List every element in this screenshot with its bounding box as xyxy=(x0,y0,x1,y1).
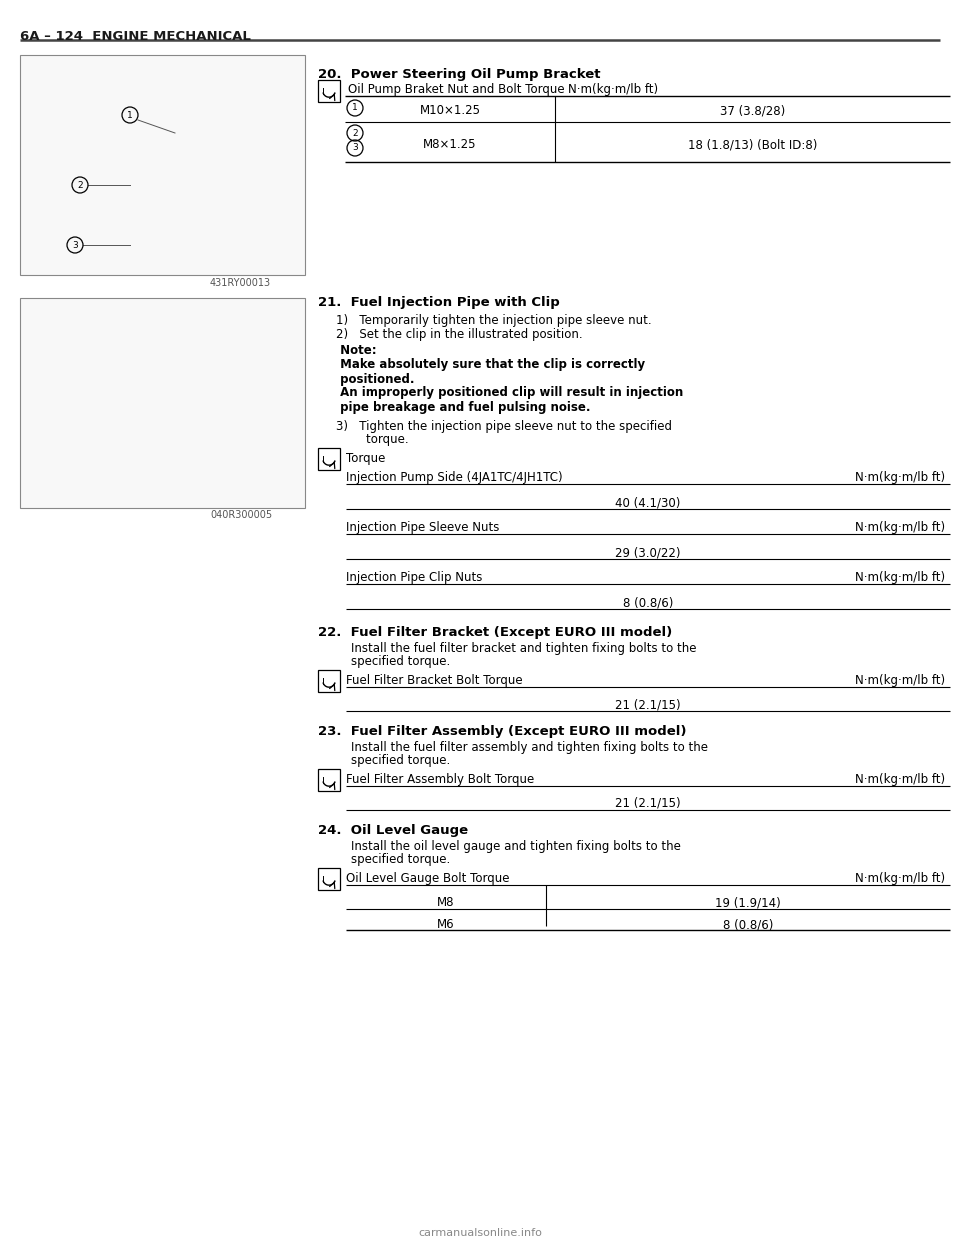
Text: 2: 2 xyxy=(352,128,358,138)
Text: 22.  Fuel Filter Bracket (Except EURO III model): 22. Fuel Filter Bracket (Except EURO III… xyxy=(318,626,672,638)
Text: 37 (3.8/28): 37 (3.8/28) xyxy=(720,104,785,117)
Text: Injection Pipe Clip Nuts: Injection Pipe Clip Nuts xyxy=(346,571,482,584)
Bar xyxy=(318,769,340,791)
Bar xyxy=(318,79,340,102)
Text: torque.: torque. xyxy=(336,433,409,446)
Text: 18 (1.8/13) (Bolt ID:8): 18 (1.8/13) (Bolt ID:8) xyxy=(687,138,817,152)
Text: Make absolutely sure that the clip is correctly
 positioned.: Make absolutely sure that the clip is co… xyxy=(336,358,645,386)
Text: N·m(kg·m/lb ft): N·m(kg·m/lb ft) xyxy=(854,571,945,584)
Text: 2: 2 xyxy=(77,180,83,190)
Text: 8 (0.8/6): 8 (0.8/6) xyxy=(623,596,673,609)
Text: 2)   Set the clip in the illustrated position.: 2) Set the clip in the illustrated posit… xyxy=(336,328,583,342)
Text: Install the fuel filter assembly and tighten fixing bolts to the: Install the fuel filter assembly and tig… xyxy=(336,741,708,754)
Text: 1: 1 xyxy=(127,111,132,119)
Text: N·m(kg·m/lb ft): N·m(kg·m/lb ft) xyxy=(854,471,945,484)
Text: 8 (0.8/6): 8 (0.8/6) xyxy=(723,918,773,932)
Text: 3: 3 xyxy=(72,241,78,250)
Text: M8: M8 xyxy=(437,895,455,909)
Text: 6A – 124  ENGINE MECHANICAL: 6A – 124 ENGINE MECHANICAL xyxy=(20,30,251,43)
Text: carmanualsonline.info: carmanualsonline.info xyxy=(418,1228,542,1238)
Text: specified torque.: specified torque. xyxy=(336,754,450,768)
Text: 3: 3 xyxy=(352,144,358,153)
Text: Fuel Filter Assembly Bolt Torque: Fuel Filter Assembly Bolt Torque xyxy=(346,773,535,786)
Text: 24.  Oil Level Gauge: 24. Oil Level Gauge xyxy=(318,823,468,837)
Text: M10×1.25: M10×1.25 xyxy=(420,104,481,117)
Text: 23.  Fuel Filter Assembly (Except EURO III model): 23. Fuel Filter Assembly (Except EURO II… xyxy=(318,725,686,738)
Text: 1)   Temporarily tighten the injection pipe sleeve nut.: 1) Temporarily tighten the injection pip… xyxy=(336,314,652,327)
Text: 431RY00013: 431RY00013 xyxy=(210,278,271,288)
Text: Fuel Filter Bracket Bolt Torque: Fuel Filter Bracket Bolt Torque xyxy=(346,674,522,687)
Text: Injection Pipe Sleeve Nuts: Injection Pipe Sleeve Nuts xyxy=(346,520,499,534)
Text: N·m(kg·m/lb ft): N·m(kg·m/lb ft) xyxy=(854,520,945,534)
Text: 29 (3.0/22): 29 (3.0/22) xyxy=(615,546,681,559)
Text: 040R300005: 040R300005 xyxy=(210,510,272,520)
Text: Note:: Note: xyxy=(336,344,376,356)
Text: M6: M6 xyxy=(437,918,455,932)
Text: 21.  Fuel Injection Pipe with Clip: 21. Fuel Injection Pipe with Clip xyxy=(318,296,560,309)
Text: Injection Pump Side (4JA1TC/4JH1TC): Injection Pump Side (4JA1TC/4JH1TC) xyxy=(346,471,563,484)
Text: N·m(kg·m/lb ft): N·m(kg·m/lb ft) xyxy=(854,674,945,687)
Text: 3)   Tighten the injection pipe sleeve nut to the specified: 3) Tighten the injection pipe sleeve nut… xyxy=(336,420,672,433)
Text: Install the fuel filter bracket and tighten fixing bolts to the: Install the fuel filter bracket and tigh… xyxy=(336,642,697,655)
Text: 40 (4.1/30): 40 (4.1/30) xyxy=(615,496,681,509)
Text: N·m(kg·m/lb ft): N·m(kg·m/lb ft) xyxy=(568,83,659,96)
Text: N·m(kg·m/lb ft): N·m(kg·m/lb ft) xyxy=(854,872,945,886)
Text: An improperly positioned clip will result in injection
 pipe breakage and fuel p: An improperly positioned clip will resul… xyxy=(336,386,684,414)
Bar xyxy=(318,669,340,692)
Text: Oil Level Gauge Bolt Torque: Oil Level Gauge Bolt Torque xyxy=(346,872,510,886)
Text: specified torque.: specified torque. xyxy=(336,655,450,668)
Text: Oil Pump Braket Nut and Bolt Torque: Oil Pump Braket Nut and Bolt Torque xyxy=(348,83,564,96)
Text: Torque: Torque xyxy=(346,452,385,465)
Bar xyxy=(318,448,340,469)
Text: N·m(kg·m/lb ft): N·m(kg·m/lb ft) xyxy=(854,773,945,786)
Text: 1: 1 xyxy=(352,103,358,113)
Bar xyxy=(20,55,305,274)
Text: 19 (1.9/14): 19 (1.9/14) xyxy=(715,895,780,909)
Text: 21 (2.1/15): 21 (2.1/15) xyxy=(615,698,681,710)
Bar xyxy=(318,868,340,891)
Bar xyxy=(20,298,305,508)
Text: M8×1.25: M8×1.25 xyxy=(423,138,477,152)
Text: 21 (2.1/15): 21 (2.1/15) xyxy=(615,797,681,810)
Text: specified torque.: specified torque. xyxy=(336,853,450,866)
Text: Install the oil level gauge and tighten fixing bolts to the: Install the oil level gauge and tighten … xyxy=(336,840,681,853)
Text: 20.  Power Steering Oil Pump Bracket: 20. Power Steering Oil Pump Bracket xyxy=(318,68,601,81)
